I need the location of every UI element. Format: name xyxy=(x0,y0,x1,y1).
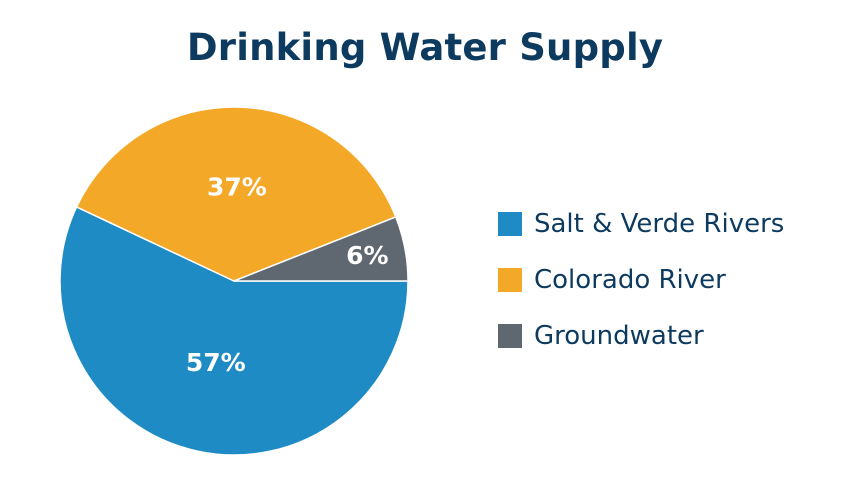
legend-label: Salt & Verde Rivers xyxy=(534,209,785,239)
pie-labels: 57% 37% 6% xyxy=(186,173,389,377)
legend-label: Groundwater xyxy=(534,321,704,351)
chart-title: Drinking Water Supply xyxy=(186,26,664,69)
legend-label: Colorado River xyxy=(534,265,726,295)
legend-swatch xyxy=(498,324,522,348)
legend-swatch xyxy=(498,268,522,292)
pie-slice-colorado-river xyxy=(75,106,397,282)
legend-item-colorado: Colorado River xyxy=(498,252,784,308)
pie-slice-groundwater xyxy=(233,216,409,282)
legend-item-salt-verde: Salt & Verde Rivers xyxy=(498,196,784,252)
legend-item-groundwater: Groundwater xyxy=(498,308,784,364)
data-label: 57% xyxy=(186,348,246,377)
data-label: 37% xyxy=(207,173,267,202)
pie-slice-salt-verde-rivers xyxy=(59,206,409,456)
legend: Salt & Verde Rivers Colorado River Groun… xyxy=(498,196,784,364)
legend-swatch xyxy=(498,212,522,236)
pie-slices xyxy=(59,106,409,456)
data-label: 6% xyxy=(346,241,388,270)
